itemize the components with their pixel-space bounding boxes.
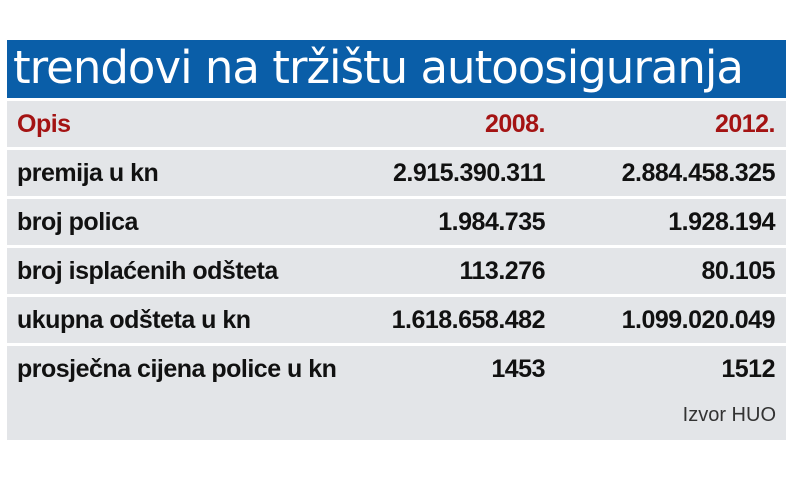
row-value-2012: 1512: [721, 355, 775, 383]
header-opis: Opis: [17, 110, 71, 138]
header-2012: 2012.: [714, 110, 776, 138]
row-value-2008: 1.984.735: [438, 208, 545, 236]
table-row: broj isplaćenih odšteta 113.276 80.105: [7, 248, 786, 294]
row-value-2008: 1453: [491, 355, 545, 383]
table-header-row: Opis 2008. 2012.: [7, 101, 786, 147]
row-label: broj isplaćenih odšteta: [17, 257, 278, 285]
table-graphic: trendovi na tržištu autoosiguranja Opis …: [7, 40, 786, 440]
table-row: prosječna cijena police u kn 1453 1512: [7, 346, 786, 392]
row-value-2012: 1.928.194: [668, 208, 775, 236]
row-value-2012: 80.105: [701, 257, 776, 285]
row-label: ukupna odšteta u kn: [17, 306, 251, 334]
source-text: Izvor HUO: [682, 404, 776, 426]
table-row: premija u kn 2.915.390.311 2.884.458.325: [7, 150, 786, 196]
row-value-2008: 1.618.658.482: [391, 306, 546, 334]
chart-title: trendovi na tržištu autoosiguranja: [7, 40, 786, 98]
row-value-2012: 2.884.458.325: [621, 159, 776, 187]
header-2008: 2008.: [484, 110, 546, 138]
row-value-2008: 2.915.390.311: [393, 159, 546, 187]
table-row: ukupna odšteta u kn 1.618.658.482 1.099.…: [7, 297, 786, 343]
table-row: broj polica 1.984.735 1.928.194: [7, 199, 786, 245]
row-label: prosječna cijena police u kn: [17, 355, 337, 383]
row-label: premija u kn: [17, 159, 159, 187]
row-value-2008: 113.276: [459, 257, 546, 285]
row-value-2012: 1.099.020.049: [621, 306, 776, 334]
source-note: Izvor HUO: [7, 392, 786, 440]
row-label: broj polica: [17, 208, 138, 236]
